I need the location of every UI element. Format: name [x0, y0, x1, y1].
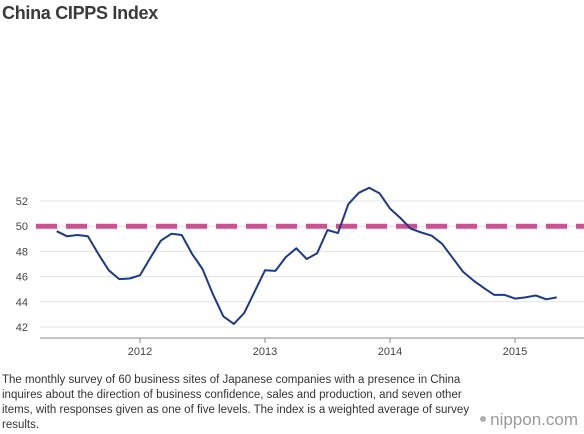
brand-logo: nippon.com [480, 410, 578, 430]
y-tick-label: 48 [16, 246, 28, 258]
y-tick-label: 42 [16, 322, 28, 334]
x-axis-ticks: 2012 2013 2014 2015 [128, 338, 527, 358]
grid-lines [40, 200, 584, 328]
x-tick-label: 2012 [128, 346, 152, 358]
series-line [56, 186, 557, 325]
line-chart: 42 44 46 48 50 52 2012 2013 2014 2015 [16, 186, 584, 358]
chart-title: China CIPPS Index [2, 3, 158, 23]
brand-dot-icon [480, 416, 487, 422]
brand-text: nippon.com [490, 410, 578, 429]
x-tick-label: 2015 [503, 346, 527, 358]
chart-caption: The monthly survey of 60 business sites … [2, 374, 470, 431]
y-tick-label: 52 [16, 196, 28, 208]
y-tick-label: 44 [16, 297, 28, 309]
y-tick-label: 50 [16, 221, 28, 233]
x-tick-label: 2013 [253, 346, 277, 358]
y-tick-label: 46 [16, 272, 28, 284]
x-tick-label: 2014 [378, 346, 402, 358]
y-axis-ticks: 42 44 46 48 50 52 [16, 196, 28, 334]
